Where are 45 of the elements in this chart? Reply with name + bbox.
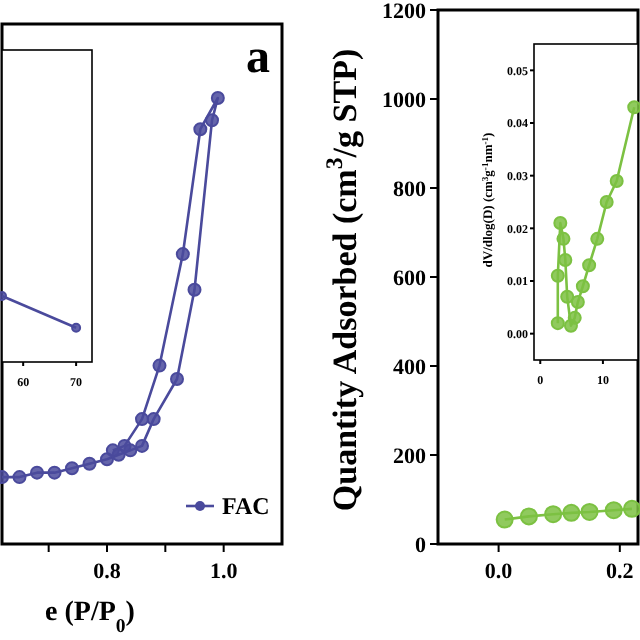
y-tick-label: 200: [393, 444, 427, 469]
y-tick-label: 400: [393, 355, 427, 380]
y-tick-label: 800: [393, 177, 427, 202]
point: [187, 282, 202, 297]
point: [570, 295, 585, 310]
point: [135, 412, 149, 427]
point: [146, 412, 161, 427]
point: [82, 456, 97, 471]
point: [210, 91, 225, 105]
point: [627, 100, 640, 115]
point: [599, 195, 614, 209]
x-tick-label: 0.0: [484, 560, 514, 584]
point: [205, 113, 219, 128]
y-tick-label: 0: [415, 533, 427, 558]
point: [152, 358, 167, 373]
point: [558, 252, 573, 267]
y-tick-label: 1200: [382, 0, 427, 24]
point: [567, 310, 582, 325]
y-tick-label: 1000: [382, 88, 427, 113]
point: [556, 231, 571, 246]
text: a: [246, 32, 270, 84]
point: [30, 465, 44, 480]
x-tick-label: 1.0: [209, 560, 239, 584]
point: [553, 216, 568, 231]
point: [550, 268, 565, 283]
point: [65, 461, 79, 476]
point: [135, 438, 149, 453]
point: [193, 122, 208, 137]
point: [590, 231, 605, 246]
x-tick-label: 0.8: [93, 560, 122, 584]
point: [582, 258, 597, 273]
point: [175, 247, 190, 262]
point: [609, 173, 624, 188]
point: [105, 443, 120, 458]
point: [575, 279, 590, 294]
point: [12, 470, 27, 485]
point: [117, 438, 132, 453]
point: [560, 289, 575, 304]
point: [47, 465, 62, 480]
point: [170, 371, 184, 386]
x-axis-title: e (P/P$_{0}$): [45, 598, 136, 637]
legend-label: FAC: [222, 492, 270, 521]
point: [550, 316, 565, 331]
y-tick-label: 600: [393, 266, 427, 291]
x-tick-label: 0.2: [606, 560, 635, 584]
